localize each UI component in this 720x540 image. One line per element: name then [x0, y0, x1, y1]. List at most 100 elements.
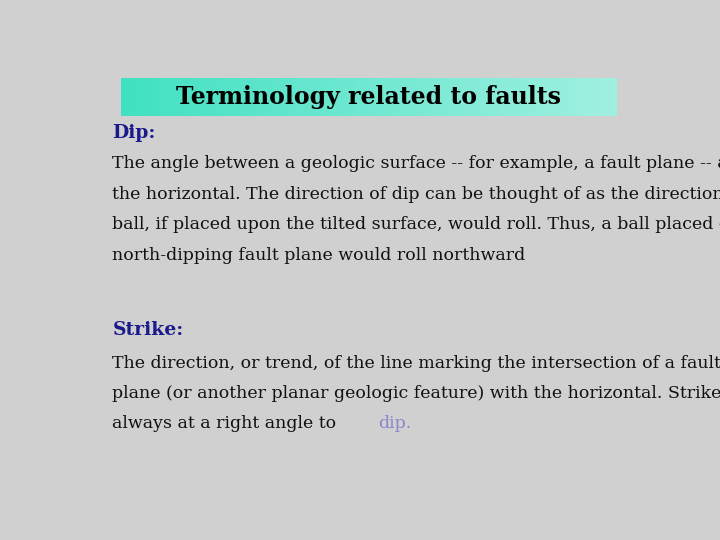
Bar — [210, 78, 212, 116]
Bar — [561, 78, 563, 116]
Bar — [503, 78, 505, 116]
Bar — [570, 78, 571, 116]
Bar — [480, 78, 482, 116]
Bar — [501, 78, 503, 116]
Bar — [245, 78, 246, 116]
Bar — [612, 78, 614, 116]
Bar — [320, 78, 321, 116]
Bar — [420, 78, 422, 116]
Bar — [171, 78, 172, 116]
Bar — [339, 78, 341, 116]
Bar — [572, 78, 575, 116]
Bar — [121, 78, 122, 116]
Bar — [166, 78, 167, 116]
Bar — [435, 78, 437, 116]
Bar — [409, 78, 410, 116]
Bar — [475, 78, 477, 116]
Bar — [523, 78, 525, 116]
Bar — [427, 78, 428, 116]
Bar — [392, 78, 394, 116]
Bar — [174, 78, 175, 116]
Bar — [433, 78, 435, 116]
Bar — [382, 78, 384, 116]
Bar — [331, 78, 333, 116]
Bar — [334, 78, 336, 116]
Bar — [369, 78, 371, 116]
Bar — [600, 78, 603, 116]
Bar — [530, 78, 531, 116]
Bar — [294, 78, 296, 116]
Bar — [498, 78, 500, 116]
Bar — [144, 78, 145, 116]
Bar — [258, 78, 260, 116]
Bar — [454, 78, 455, 116]
Bar — [135, 78, 138, 116]
Bar — [138, 78, 139, 116]
Bar — [333, 78, 334, 116]
Bar — [208, 78, 210, 116]
Bar — [608, 78, 609, 116]
Bar — [459, 78, 460, 116]
Bar — [179, 78, 180, 116]
Bar — [139, 78, 140, 116]
Bar — [599, 78, 600, 116]
Bar — [326, 78, 328, 116]
Bar — [260, 78, 261, 116]
Bar — [168, 78, 171, 116]
Bar — [279, 78, 282, 116]
Bar — [468, 78, 470, 116]
Bar — [387, 78, 389, 116]
Bar — [362, 78, 364, 116]
Bar — [147, 78, 149, 116]
Bar — [423, 78, 426, 116]
Bar — [227, 78, 228, 116]
Bar — [215, 78, 217, 116]
Bar — [192, 78, 194, 116]
Bar — [240, 78, 241, 116]
Bar — [364, 78, 366, 116]
Bar — [270, 78, 271, 116]
Bar — [207, 78, 208, 116]
Bar — [351, 78, 353, 116]
Bar — [349, 78, 351, 116]
Bar — [266, 78, 268, 116]
Bar — [230, 78, 232, 116]
Bar — [278, 78, 279, 116]
Bar — [533, 78, 534, 116]
Bar — [374, 78, 376, 116]
Bar — [407, 78, 409, 116]
Bar — [321, 78, 323, 116]
Bar — [539, 78, 541, 116]
Text: The direction, or trend, of the line marking the intersection of a fault: The direction, or trend, of the line mar… — [112, 355, 720, 372]
Bar — [477, 78, 478, 116]
Bar — [485, 78, 487, 116]
Bar — [591, 78, 593, 116]
Bar — [189, 78, 190, 116]
Bar — [129, 78, 130, 116]
Bar — [303, 78, 305, 116]
Bar — [346, 78, 348, 116]
Bar — [576, 78, 577, 116]
Bar — [483, 78, 485, 116]
Bar — [495, 78, 497, 116]
Bar — [132, 78, 134, 116]
Bar — [410, 78, 412, 116]
Bar — [564, 78, 566, 116]
Bar — [348, 78, 349, 116]
Bar — [298, 78, 300, 116]
Bar — [447, 78, 449, 116]
Bar — [341, 78, 343, 116]
Bar — [456, 78, 459, 116]
Bar — [377, 78, 379, 116]
Bar — [180, 78, 182, 116]
Bar — [220, 78, 222, 116]
Bar — [268, 78, 270, 116]
Bar — [516, 78, 518, 116]
Bar — [324, 78, 326, 116]
Bar — [225, 78, 227, 116]
Bar — [130, 78, 132, 116]
Bar — [579, 78, 581, 116]
Text: The angle between a geologic surface -- for example, a fault plane -- and: The angle between a geologic surface -- … — [112, 156, 720, 172]
Bar — [544, 78, 546, 116]
Bar — [488, 78, 490, 116]
